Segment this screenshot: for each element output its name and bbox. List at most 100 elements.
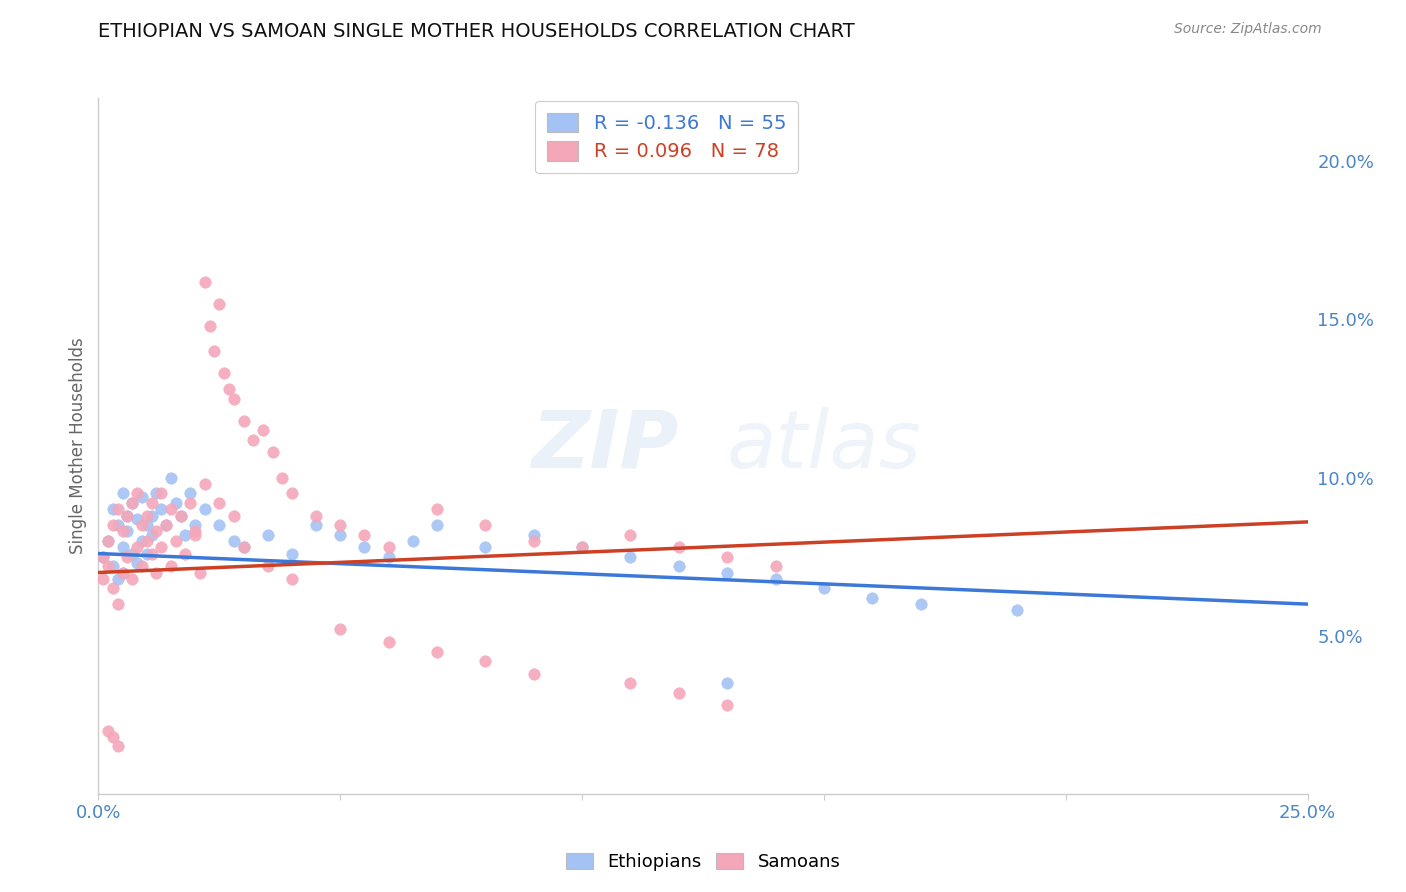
Point — [127, 540, 149, 554]
Point — [121, 496, 143, 510]
Point — [145, 486, 167, 500]
Point — [208, 296, 231, 310]
Point — [184, 518, 207, 533]
Point — [107, 739, 129, 754]
Point — [813, 582, 835, 596]
Point — [101, 730, 124, 744]
Point — [127, 512, 149, 526]
Point — [194, 477, 217, 491]
Point — [131, 490, 153, 504]
Point — [101, 559, 124, 574]
Point — [281, 572, 304, 586]
Point — [194, 502, 217, 516]
Point — [329, 527, 352, 541]
Point — [523, 666, 546, 681]
Point — [208, 496, 231, 510]
Point — [121, 572, 143, 586]
Point — [668, 559, 690, 574]
Point — [127, 486, 149, 500]
Point — [97, 559, 120, 574]
Point — [262, 445, 284, 459]
Point — [212, 366, 235, 380]
Point — [402, 533, 425, 548]
Point — [271, 470, 294, 484]
Point — [194, 275, 217, 289]
Point — [256, 559, 278, 574]
Point — [111, 540, 134, 554]
Point — [232, 540, 254, 554]
Point — [256, 527, 278, 541]
Point — [165, 496, 187, 510]
Point — [619, 549, 641, 564]
Point — [198, 318, 221, 333]
Text: ETHIOPIAN VS SAMOAN SINGLE MOTHER HOUSEHOLDS CORRELATION CHART: ETHIOPIAN VS SAMOAN SINGLE MOTHER HOUSEH… — [98, 22, 855, 41]
Point — [117, 508, 139, 523]
Point — [135, 508, 157, 523]
Point — [135, 518, 157, 533]
Point — [188, 566, 211, 580]
Point — [218, 382, 240, 396]
Point — [179, 496, 201, 510]
Point — [252, 423, 274, 437]
Point — [101, 518, 124, 533]
Point — [860, 591, 883, 605]
Point — [169, 508, 191, 523]
Point — [91, 549, 114, 564]
Point — [117, 508, 139, 523]
Text: ZIP: ZIP — [531, 407, 679, 485]
Point — [107, 502, 129, 516]
Point — [353, 540, 375, 554]
Point — [131, 533, 153, 548]
Point — [716, 698, 738, 713]
Point — [305, 508, 328, 523]
Text: Source: ZipAtlas.com: Source: ZipAtlas.com — [1174, 22, 1322, 37]
Point — [145, 524, 167, 539]
Point — [426, 644, 449, 658]
Point — [571, 540, 593, 554]
Point — [426, 518, 449, 533]
Point — [141, 496, 163, 510]
Point — [127, 556, 149, 570]
Point — [121, 496, 143, 510]
Point — [184, 527, 207, 541]
Point — [111, 566, 134, 580]
Point — [232, 414, 254, 428]
Legend: Ethiopians, Samoans: Ethiopians, Samoans — [558, 846, 848, 879]
Point — [232, 540, 254, 554]
Point — [305, 518, 328, 533]
Point — [107, 572, 129, 586]
Point — [179, 486, 201, 500]
Point — [160, 470, 183, 484]
Point — [150, 486, 173, 500]
Point — [204, 344, 226, 359]
Point — [523, 527, 546, 541]
Point — [131, 559, 153, 574]
Point — [571, 540, 593, 554]
Point — [145, 566, 167, 580]
Point — [169, 508, 191, 523]
Point — [765, 572, 787, 586]
Point — [165, 533, 187, 548]
Point — [242, 433, 264, 447]
Point — [910, 597, 932, 611]
Point — [208, 518, 231, 533]
Point — [174, 547, 197, 561]
Point — [97, 533, 120, 548]
Point — [353, 527, 375, 541]
Point — [619, 527, 641, 541]
Point — [184, 524, 207, 539]
Point — [111, 524, 134, 539]
Point — [150, 540, 173, 554]
Point — [107, 597, 129, 611]
Point — [1007, 603, 1029, 617]
Point — [377, 635, 399, 649]
Point — [160, 502, 183, 516]
Point — [474, 540, 496, 554]
Point — [377, 549, 399, 564]
Point — [474, 518, 496, 533]
Text: atlas: atlas — [727, 407, 922, 485]
Point — [101, 582, 124, 596]
Point — [716, 549, 738, 564]
Point — [281, 547, 304, 561]
Point — [155, 518, 177, 533]
